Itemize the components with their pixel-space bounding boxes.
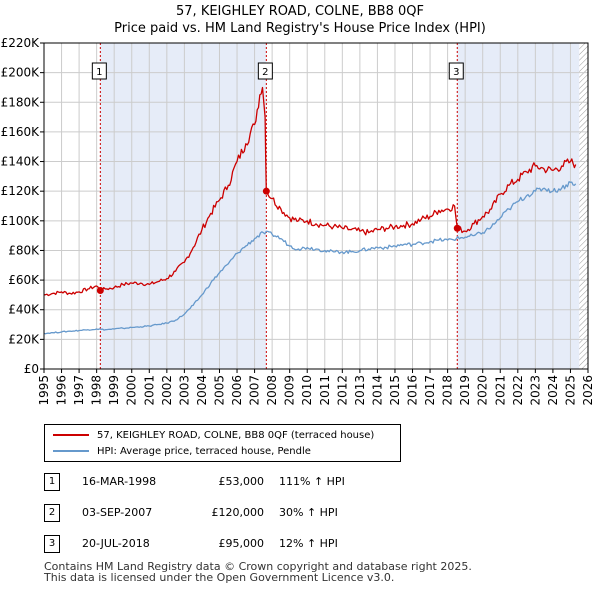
x-tick-label: 2019 xyxy=(458,375,472,406)
sale-marker-badge-box xyxy=(91,62,107,80)
y-tick-label: £200K xyxy=(1,66,41,80)
legend-swatch-property xyxy=(53,434,89,436)
footer-copyright: Contains HM Land Registry data © Crown c… xyxy=(44,560,472,573)
y-tick-label: £180K xyxy=(1,95,41,109)
x-tick-label: 2021 xyxy=(493,375,507,406)
chart-title: 57, KEIGHLEY ROAD, COLNE, BB8 0QF Price … xyxy=(0,3,600,37)
x-tick-label: 2015 xyxy=(388,375,402,406)
x-tick-label: 2016 xyxy=(406,375,420,406)
y-tick-label: £80K xyxy=(8,243,40,257)
x-tick-label: 2000 xyxy=(125,375,139,406)
sale-price: £53,000 xyxy=(218,475,265,488)
sale-badge: 3 xyxy=(44,535,60,553)
sale-date: 03-SEP-2007 xyxy=(82,506,153,519)
x-tick-label: 2020 xyxy=(476,375,490,406)
x-tick-label: 1997 xyxy=(72,375,86,406)
x-tick-label: 2025 xyxy=(563,375,577,406)
forecast-hatch xyxy=(579,43,588,369)
x-tick-label: 2001 xyxy=(142,375,156,406)
x-tick-label: 2014 xyxy=(370,375,384,406)
x-tick-label: 2011 xyxy=(318,375,332,406)
x-tick-label: 2023 xyxy=(528,375,542,406)
sale-hpi-change: 111% ↑ HPI xyxy=(279,475,345,488)
x-tick-label: 2002 xyxy=(160,375,174,406)
x-tick-label: 1996 xyxy=(55,375,69,406)
sale-hpi-change: 30% ↑ HPI xyxy=(279,506,338,519)
x-tick-label: 1995 xyxy=(37,375,51,406)
sale-badges: 1 2 3 xyxy=(91,62,464,80)
sale-marker-badge-label: 3 xyxy=(453,67,459,78)
sale-point xyxy=(453,224,461,232)
y-tick-label: £120K xyxy=(1,184,41,198)
sale-marker-badge-box xyxy=(448,62,464,80)
chart-subtitle: Price paid vs. HM Land Registry's House … xyxy=(114,21,486,36)
shaded-region xyxy=(100,43,267,369)
x-tick-label: 2018 xyxy=(441,375,455,406)
y-tick-label: £60K xyxy=(8,273,40,287)
footer-licence: This data is licensed under the Open Gov… xyxy=(44,571,395,584)
property-price-line xyxy=(43,86,577,297)
sale-badge: 2 xyxy=(44,504,60,522)
legend-swatch-hpi xyxy=(53,450,89,452)
y-tick-label: £140K xyxy=(1,155,41,169)
legend-label-hpi: HPI: Average price, terraced house, Pend… xyxy=(97,445,311,457)
y-tick-label: £220K xyxy=(1,36,41,50)
legend-label-property: 57, KEIGHLEY ROAD, COLNE, BB8 0QF (terra… xyxy=(97,429,375,441)
sale-point xyxy=(262,187,270,195)
x-tick-label: 2026 xyxy=(581,375,595,406)
sale-marker-badge-box xyxy=(257,62,273,80)
sale-date: 16-MAR-1998 xyxy=(82,475,157,488)
x-tick-label: 2017 xyxy=(423,375,437,406)
x-tick-label: 2010 xyxy=(300,375,314,406)
x-tick-label: 2007 xyxy=(248,375,262,406)
x-tick-label: 2004 xyxy=(195,375,209,406)
sale-marker-badge-label: 1 xyxy=(96,67,102,78)
chart-title-address: 57, KEIGHLEY ROAD, COLNE, BB8 0QF xyxy=(176,4,424,19)
sale-row: 3 20-JUL-2018 £95,000 12% ↑ HPI xyxy=(44,535,394,553)
x-tick-label: 2008 xyxy=(265,375,279,406)
sale-row: 2 03-SEP-2007 £120,000 30% ↑ HPI xyxy=(44,504,394,522)
legend-item-hpi: HPI: Average price, terraced house, Pend… xyxy=(53,444,311,458)
x-tick-label: 2022 xyxy=(511,375,525,406)
series xyxy=(43,86,577,335)
y-tick-label: £40K xyxy=(8,303,40,317)
legend-item-property: 57, KEIGHLEY ROAD, COLNE, BB8 0QF (terra… xyxy=(53,428,374,442)
x-axis: 1995 1996 1997 1998 1999 2000 2001 2002 2003 2004… xyxy=(37,369,595,406)
sale-date: 20-JUL-2018 xyxy=(82,537,150,550)
x-tick-label: 1999 xyxy=(107,375,121,406)
sale-point xyxy=(96,286,104,294)
x-tick-label: 2003 xyxy=(177,375,191,406)
sale-badge: 1 xyxy=(44,473,60,491)
x-tick-label: 1998 xyxy=(90,375,104,406)
x-tick-label: 2006 xyxy=(230,375,244,406)
sale-points xyxy=(96,187,461,294)
price-chart: 1 2 3 £0 £20K £40K £60K £80K £100K £120K £140K £16… xyxy=(1,36,595,406)
y-tick-label: £0 xyxy=(24,362,39,376)
sale-price: £95,000 xyxy=(218,537,265,550)
y-tick-label: £100K xyxy=(1,214,41,228)
footer: Contains HM Land Registry data © Crown c… xyxy=(44,561,472,583)
x-tick-label: 2009 xyxy=(283,375,297,406)
sale-row: 1 16-MAR-1998 £53,000 111% ↑ HPI xyxy=(44,473,394,491)
hpi-line xyxy=(43,181,577,335)
sale-hpi-change: 12% ↑ HPI xyxy=(279,537,338,550)
plot-frame xyxy=(43,42,589,370)
sale-price: £120,000 xyxy=(211,506,265,519)
shaded-regions xyxy=(100,43,588,369)
legend: 57, KEIGHLEY ROAD, COLNE, BB8 0QF (terra… xyxy=(44,424,401,462)
sale-marker-badge-label: 2 xyxy=(262,67,268,78)
x-tick-label: 2012 xyxy=(335,375,349,406)
y-axis: £0 £20K £40K £60K £80K £100K £120K £140K £160K £1… xyxy=(1,36,44,376)
y-tick-label: £160K xyxy=(1,125,41,139)
x-tick-label: 2005 xyxy=(212,375,226,406)
y-tick-label: £20K xyxy=(8,332,40,346)
x-tick-label: 2013 xyxy=(353,375,367,406)
x-tick-label: 2024 xyxy=(546,375,560,406)
